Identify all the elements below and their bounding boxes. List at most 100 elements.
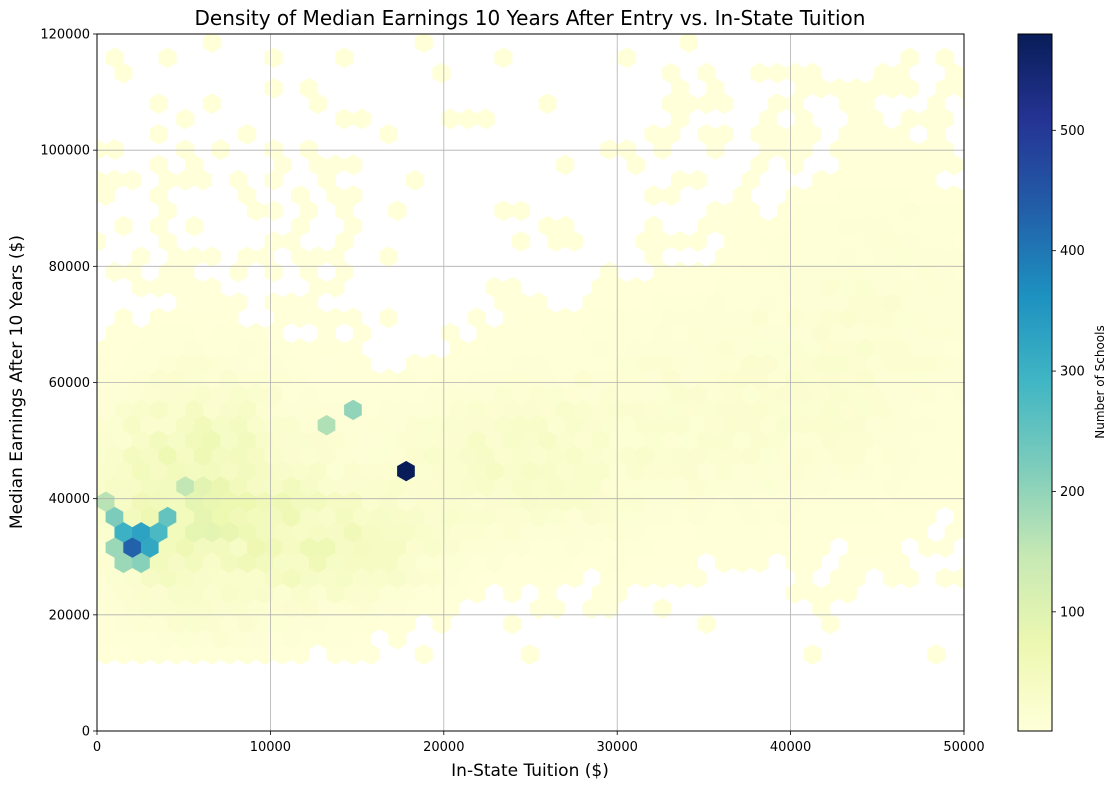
hexbin-cell bbox=[105, 47, 124, 69]
hexbin-cell bbox=[980, 63, 998, 83]
hexbin-cell bbox=[972, 384, 990, 404]
hexbin-cell bbox=[238, 123, 257, 145]
hexbin-cell bbox=[71, 537, 89, 557]
hexbin-cell bbox=[989, 170, 1007, 190]
hexbin-cell bbox=[229, 292, 248, 314]
hexbin-cell bbox=[998, 553, 1016, 573]
hexbin-cell bbox=[900, 47, 919, 69]
hexbin-cell bbox=[202, 246, 221, 268]
chart-title: Density of Median Earnings 10 Years Afte… bbox=[195, 6, 866, 30]
hexbin-cell bbox=[176, 139, 195, 161]
colorbar-label: Number of Schools bbox=[1093, 325, 1107, 439]
hexbin-cell bbox=[299, 77, 319, 99]
colorbar-tick-label: 500 bbox=[1060, 124, 1085, 139]
hexbin-cell bbox=[953, 567, 964, 589]
hexbin-cell bbox=[972, 354, 990, 374]
colorbar-tick-label: 100 bbox=[1060, 605, 1085, 620]
plot-area bbox=[71, 33, 1016, 732]
hexbin-cell bbox=[989, 415, 1007, 435]
hexbin-cell bbox=[989, 384, 1007, 404]
hexbin-cell bbox=[962, 342, 964, 355]
hexbin-cell bbox=[202, 276, 221, 298]
hexbin-cell bbox=[114, 215, 133, 237]
hexbin-cell bbox=[972, 292, 990, 312]
hexbin-cell bbox=[972, 323, 990, 343]
hexbin-cell bbox=[71, 507, 89, 527]
colorbar-tick-label: 200 bbox=[1060, 485, 1085, 500]
hexbin-cell bbox=[962, 526, 964, 539]
hexbin-cell bbox=[388, 200, 407, 222]
hexbin-cell bbox=[97, 587, 98, 599]
hexbin-cells bbox=[71, 34, 1016, 665]
hexbin-cell bbox=[71, 415, 89, 435]
hexbin-cell bbox=[972, 78, 990, 98]
hexbin-cell bbox=[202, 34, 221, 53]
hexbin-cell bbox=[980, 155, 998, 175]
hexbin-cell bbox=[962, 281, 964, 294]
colorbar-tick-label: 400 bbox=[1060, 244, 1085, 259]
hexbin-cell bbox=[97, 465, 98, 477]
y-axis-ticks: 0 20000 40000 60000 80000 100000 120000 bbox=[40, 28, 97, 740]
hexbin-cell bbox=[980, 308, 998, 328]
hexbin-cell bbox=[264, 47, 283, 69]
hexbin-cell bbox=[989, 262, 1007, 282]
hexbin-cell bbox=[989, 231, 1007, 251]
hexbin-cell bbox=[980, 216, 998, 236]
hexbin-cell bbox=[768, 62, 787, 84]
hexbin-cell bbox=[962, 158, 964, 171]
hexbin-cell bbox=[935, 567, 955, 589]
y-tick-label: 100000 bbox=[40, 144, 90, 159]
hexbin-cell bbox=[335, 47, 354, 69]
hexbin-cell bbox=[97, 434, 98, 446]
hexbin-cell bbox=[476, 108, 495, 130]
hexbin-cell bbox=[123, 169, 142, 191]
hexbin-cell bbox=[264, 139, 283, 161]
hexbin-cell bbox=[653, 598, 672, 620]
hexbin-cell bbox=[989, 292, 1007, 312]
hexbin-cell bbox=[97, 230, 107, 252]
hexbin-cell bbox=[503, 613, 522, 635]
hexbin-cell bbox=[600, 139, 619, 161]
hexbin-cell bbox=[149, 93, 168, 115]
hexbin-cell bbox=[97, 526, 98, 538]
hexbin-cell bbox=[503, 276, 522, 298]
hexbin-cell bbox=[379, 307, 398, 329]
hexbin-cell bbox=[176, 108, 195, 130]
hexbin-cell bbox=[617, 139, 637, 161]
hexbin-cell bbox=[980, 124, 998, 144]
hexbin-cell bbox=[441, 322, 460, 344]
hexbin-cell bbox=[264, 200, 283, 222]
x-tick-label: 30000 bbox=[597, 740, 638, 755]
hexbin-cell bbox=[998, 491, 1016, 511]
hexbin-cell bbox=[71, 445, 89, 465]
hexbin-cell bbox=[71, 568, 89, 588]
hexbin-cell bbox=[962, 250, 964, 263]
hexbin-cell bbox=[972, 415, 990, 435]
hexbin-cell bbox=[980, 247, 998, 267]
hexbin-cell bbox=[556, 215, 575, 237]
hexbin-cell bbox=[980, 338, 998, 358]
x-axis-ticks: 0 10000 20000 30000 40000 50000 bbox=[93, 731, 985, 755]
hexbin-cell bbox=[697, 62, 716, 84]
y-tick-label: 20000 bbox=[49, 608, 90, 623]
hexbin-cell bbox=[980, 185, 998, 205]
hexbin-cell bbox=[935, 47, 955, 69]
hexbin-cell bbox=[71, 629, 89, 649]
hexbin-cell bbox=[980, 369, 998, 389]
hexbin-cell bbox=[989, 537, 1007, 557]
hexbin-cell bbox=[105, 261, 124, 283]
x-tick-label: 50000 bbox=[943, 740, 984, 755]
hexbin-cell bbox=[697, 613, 716, 635]
x-tick-label: 0 bbox=[93, 740, 101, 755]
hexbin-cell bbox=[980, 430, 998, 450]
hexbin-cell bbox=[264, 77, 283, 99]
hexbin-cell bbox=[299, 139, 319, 161]
x-tick-label: 20000 bbox=[423, 740, 464, 755]
hexbin-cell bbox=[998, 124, 1016, 144]
hexbin-cell bbox=[511, 230, 531, 252]
hexbin-cell bbox=[97, 557, 98, 569]
hexbin-cell bbox=[750, 62, 769, 84]
hexbin-cell bbox=[998, 216, 1016, 236]
y-tick-label: 120000 bbox=[40, 28, 90, 43]
hexbin-cell bbox=[962, 67, 964, 80]
